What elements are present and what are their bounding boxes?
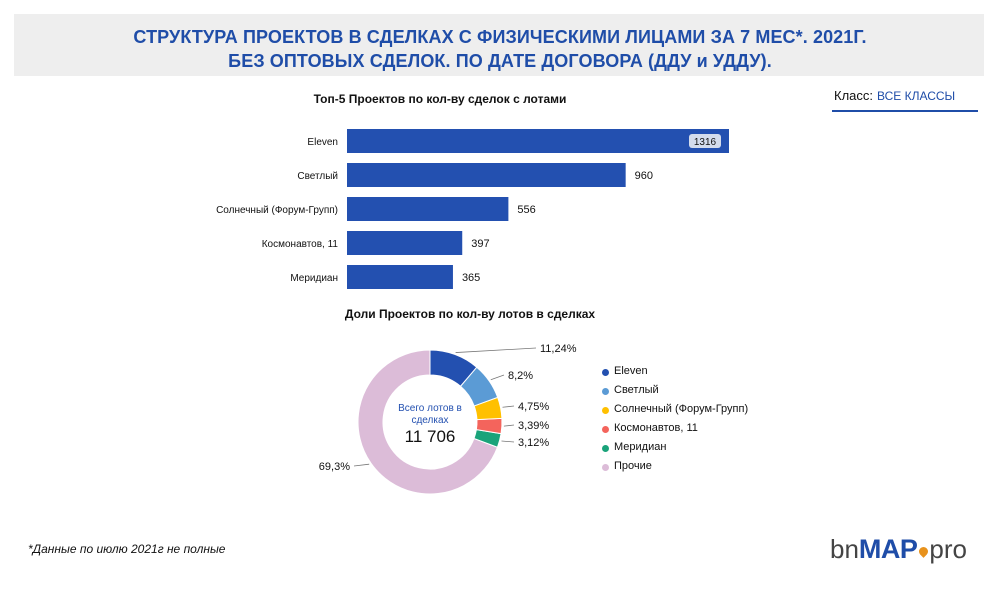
class-filter-value[interactable]: ВСЕ КЛАССЫ [877, 89, 956, 103]
donut-leader-kosmonavtov [503, 424, 515, 427]
legend-label-kosmonavtov: Космонавтов, 11 [614, 422, 698, 434]
donut-label-svetly: 8,2% [508, 370, 533, 382]
header-banner [14, 14, 984, 76]
legend-label-meridian: Меридиан [614, 441, 667, 453]
donut-leader-svetly [490, 374, 505, 381]
donut-slice-kosmonavtov [475, 417, 503, 435]
bar-solnechny [347, 197, 509, 221]
logo-pro: pro [929, 534, 967, 564]
donut-leader-meridian [501, 440, 515, 443]
donut-center-label-line1: Всего лотов в [398, 403, 462, 414]
bar-meridian [347, 265, 453, 289]
legend-label-solnechny: Солнечный (Форум-Групп) [614, 403, 749, 415]
donut-slice-solnechny [473, 396, 503, 421]
donut-chart-title: Доли Проектов по кол-ву лотов в сделках [344, 307, 596, 321]
legend-dot-kosmonavtov [602, 426, 609, 433]
legend-dot-prochie [602, 464, 609, 471]
bar-value-badge-eleven [689, 134, 721, 148]
donut-label-kosmonavtov: 3,39% [518, 420, 549, 432]
donut-label-prochie: 69,3% [319, 461, 350, 473]
bar-svetly [347, 163, 626, 187]
bar-value-svetly: 960 [635, 170, 653, 182]
bnmap-logo: bnMAP pro [830, 534, 967, 568]
bar-chart-title: Топ-5 Проектов по кол-ву сделок с лотами [313, 92, 567, 106]
bar-chart: Eleven 1316 Светлый 960 Солнечный (Форум-Гру… [216, 129, 729, 289]
page-title-line-1: СТРУКТУРА ПРОЕКТОВ В СДЕЛКАХ С ФИЗИЧЕСКИ… [133, 27, 867, 47]
class-filter-label: Класс: [834, 88, 873, 103]
donut-slice-svetly [459, 366, 499, 407]
legend-dot-eleven [602, 369, 609, 376]
donut-leader-solnechny [502, 405, 515, 408]
legend-label-svetly: Светлый [614, 384, 659, 396]
page-title-line-2: БЕЗ ОПТОВЫХ СДЕЛОК. ПО ДАТЕ ДОГОВОРА (ДД… [228, 51, 772, 71]
donut-slice-meridian [473, 429, 502, 448]
legend-label-eleven: Eleven [614, 365, 648, 377]
donut-label-solnechny: 4,75% [518, 401, 549, 413]
donut-slice-prochie [357, 349, 499, 495]
bar-value-solnechny: 556 [517, 204, 535, 216]
legend-dot-solnechny [602, 407, 609, 414]
bar-category-svetly: Светлый [297, 171, 338, 182]
donut-leader-prochie [353, 463, 370, 467]
legend-dot-meridian [602, 445, 609, 452]
legend-label-prochie: Прочие [614, 460, 652, 472]
bar-category-kosmonavtov: Космонавтов, 11 [262, 239, 339, 250]
donut-label-meridian: 3,12% [518, 437, 549, 449]
logo-bn: bn [830, 534, 859, 564]
class-filter-underline [832, 110, 978, 112]
donut-label-eleven: 11,24% [540, 343, 577, 355]
bar-category-eleven: Eleven [307, 137, 338, 148]
legend-dot-svetly [602, 388, 609, 395]
bar-eleven [347, 129, 729, 153]
donut-leader-eleven [455, 347, 537, 353]
bar-category-meridian: Меридиан [290, 273, 338, 284]
bar-kosmonavtov [347, 231, 463, 255]
bar-value-kosmonavtov: 397 [471, 238, 489, 250]
donut-slice-eleven [429, 349, 478, 387]
class-filter[interactable]: Класс: ВСЕ КЛАССЫ [832, 86, 978, 114]
donut-center-label-line2: сделках [411, 415, 448, 426]
donut-chart: Всего лотов в сделках 11 706 11,24% 8,2% 4… [319, 343, 577, 495]
donut-center-value: 11 706 [405, 427, 456, 446]
footnote: *Данные по июлю 2021г не полные [28, 542, 226, 556]
bar-value-eleven: 1316 [694, 137, 717, 148]
bar-value-meridian: 365 [462, 272, 480, 284]
logo-map: MAP [858, 534, 918, 564]
bar-category-solnechny: Солнечный (Форум-Групп) [216, 205, 338, 216]
